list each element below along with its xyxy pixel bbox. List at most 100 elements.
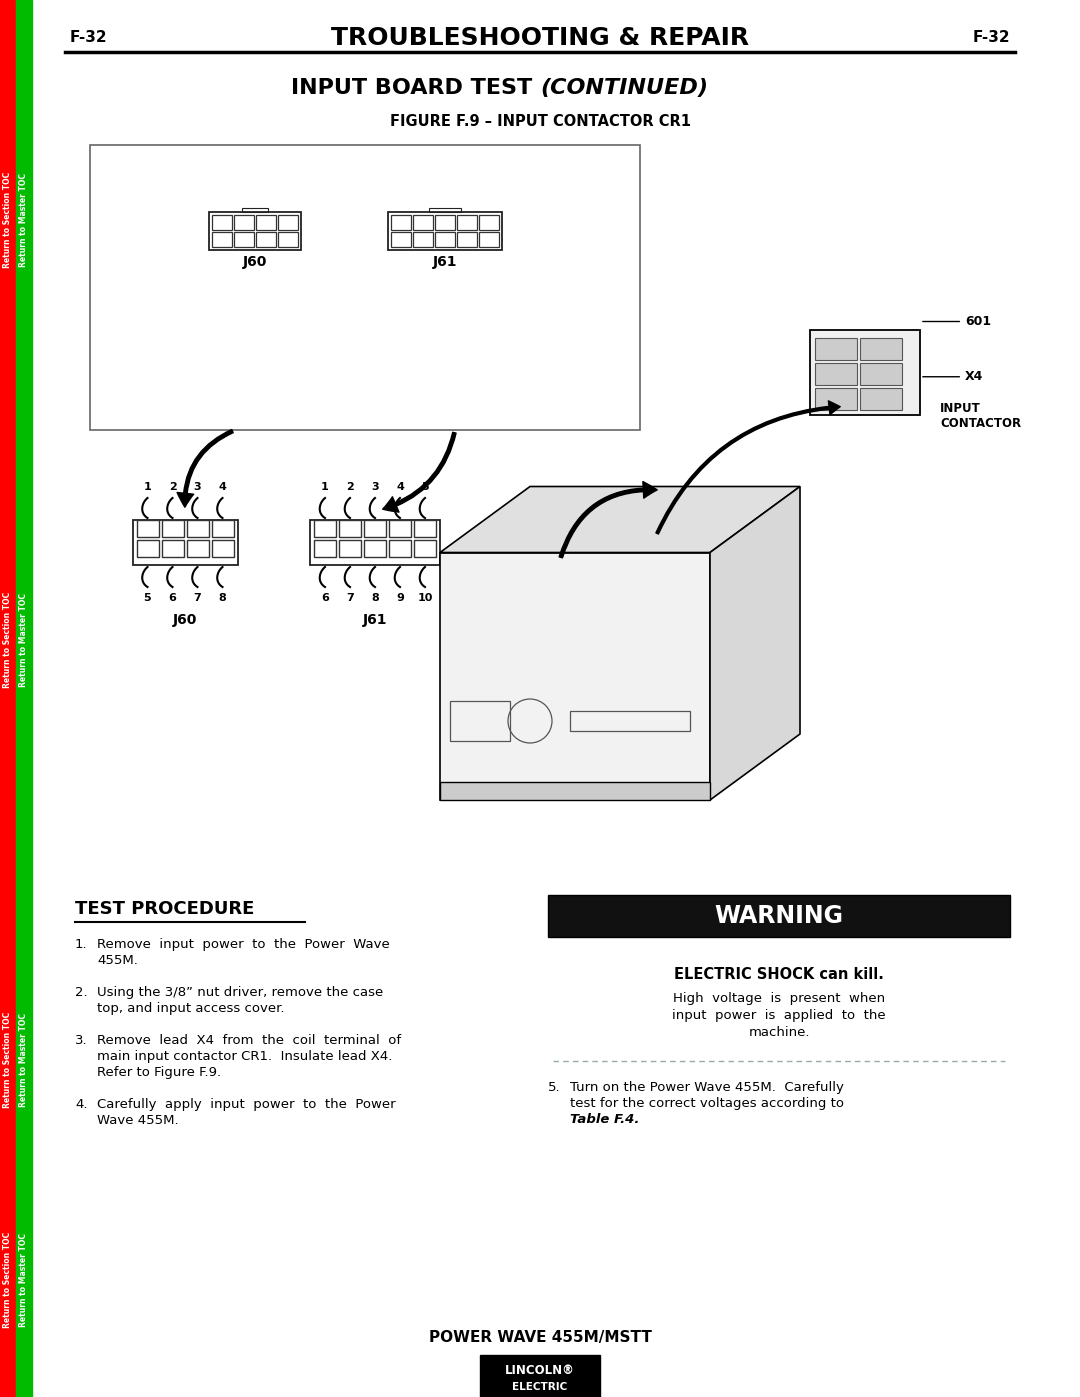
Text: Return to Master TOC: Return to Master TOC (19, 592, 28, 687)
Text: 8: 8 (372, 592, 379, 604)
Text: F-32: F-32 (972, 31, 1010, 46)
Bar (212, 541, 233, 557)
Text: X4: X4 (922, 370, 984, 383)
Bar (364, 541, 386, 557)
Bar (429, 208, 461, 212)
Text: 2: 2 (346, 482, 354, 492)
Text: 2.: 2. (75, 986, 87, 999)
Bar (413, 232, 433, 247)
Bar (278, 232, 298, 247)
Text: Wave 455M.: Wave 455M. (97, 1113, 178, 1127)
Text: INPUT BOARD TEST: INPUT BOARD TEST (291, 78, 540, 98)
Bar (90, 145, 640, 430)
Bar (435, 232, 455, 247)
Text: 5: 5 (144, 592, 151, 604)
Text: 7: 7 (346, 592, 354, 604)
Bar (815, 388, 858, 409)
Bar (210, 212, 301, 250)
Text: 5: 5 (421, 482, 429, 492)
Text: test for the correct voltages according to: test for the correct voltages according … (570, 1097, 843, 1111)
Bar (339, 520, 361, 536)
Bar (0, 0, 16, 1397)
Text: 3: 3 (372, 482, 379, 492)
Text: 1: 1 (144, 482, 151, 492)
Text: 8: 8 (218, 592, 227, 604)
Bar (810, 330, 920, 415)
Text: Refer to Figure F.9.: Refer to Figure F.9. (97, 1066, 221, 1078)
Text: 3: 3 (193, 482, 201, 492)
Text: Return to Master TOC: Return to Master TOC (19, 173, 28, 267)
Bar (136, 541, 159, 557)
Bar (212, 520, 233, 536)
Text: Remove  input  power  to  the  Power  Wave: Remove input power to the Power Wave (97, 937, 390, 951)
Bar (234, 215, 254, 231)
Bar (435, 215, 455, 231)
Bar (548, 895, 1010, 937)
Text: Return to Master TOC: Return to Master TOC (19, 1234, 28, 1327)
Text: Remove  lead  X4  from  the  coil  terminal  of: Remove lead X4 from the coil terminal of (97, 1034, 401, 1046)
Text: 1.: 1. (75, 937, 87, 951)
Bar (162, 520, 184, 536)
Polygon shape (440, 552, 710, 800)
Bar (256, 232, 276, 247)
Text: 9: 9 (396, 592, 404, 604)
Text: Carefully  apply  input  power  to  the  Power: Carefully apply input power to the Power (97, 1098, 395, 1111)
Text: Return to Section TOC: Return to Section TOC (3, 1232, 13, 1329)
Text: Using the 3/8” nut driver, remove the case: Using the 3/8” nut driver, remove the ca… (97, 986, 383, 999)
Bar (388, 212, 502, 250)
Text: 7: 7 (193, 592, 201, 604)
Bar (480, 232, 499, 247)
Bar (450, 701, 510, 740)
Text: 3.: 3. (75, 1034, 87, 1046)
Text: 2: 2 (168, 482, 176, 492)
Bar (860, 338, 902, 360)
Text: Table F.4.: Table F.4. (570, 1113, 639, 1126)
Text: 1: 1 (321, 482, 329, 492)
Bar (16, 0, 32, 1397)
FancyArrowPatch shape (656, 401, 840, 534)
Text: INPUT
CONTACTOR: INPUT CONTACTOR (940, 402, 1021, 430)
Bar (187, 520, 208, 536)
Bar (815, 363, 858, 386)
Bar (480, 215, 499, 231)
Bar (480, 1355, 600, 1397)
Text: ELECTRIC SHOCK can kill.: ELECTRIC SHOCK can kill. (674, 967, 883, 982)
Bar (815, 338, 858, 360)
Bar (414, 541, 436, 557)
Bar (440, 782, 710, 800)
Bar (860, 388, 902, 409)
Bar (860, 363, 902, 386)
Text: (CONTINUED): (CONTINUED) (540, 78, 708, 98)
Text: POWER WAVE 455M/MSTT: POWER WAVE 455M/MSTT (429, 1330, 651, 1345)
Text: J60: J60 (173, 613, 198, 627)
Text: WARNING: WARNING (715, 904, 843, 928)
Bar (133, 520, 238, 564)
Text: High  voltage  is  present  when: High voltage is present when (673, 992, 886, 1004)
Text: 455M.: 455M. (97, 954, 138, 967)
Text: Turn on the Power Wave 455M.  Carefully: Turn on the Power Wave 455M. Carefully (570, 1081, 843, 1094)
Bar (389, 541, 411, 557)
Bar (570, 711, 690, 731)
Bar (414, 520, 436, 536)
Bar (314, 541, 336, 557)
Bar (314, 520, 336, 536)
Text: Return to Section TOC: Return to Section TOC (3, 1011, 13, 1108)
Text: 10: 10 (417, 592, 433, 604)
Text: FIGURE F.9 – INPUT CONTACTOR CR1: FIGURE F.9 – INPUT CONTACTOR CR1 (390, 115, 690, 130)
Bar (391, 215, 411, 231)
Bar (413, 215, 433, 231)
Bar (136, 520, 159, 536)
Bar (256, 215, 276, 231)
Text: input  power  is  applied  to  the: input power is applied to the (672, 1009, 886, 1023)
Bar (242, 208, 268, 212)
Bar (212, 215, 232, 231)
Text: J60: J60 (243, 256, 267, 270)
Bar (457, 215, 477, 231)
Polygon shape (440, 486, 800, 552)
Bar (234, 232, 254, 247)
Text: 4: 4 (218, 482, 227, 492)
Text: J61: J61 (363, 613, 388, 627)
Text: LINCOLN®: LINCOLN® (505, 1363, 575, 1377)
Text: machine.: machine. (748, 1025, 810, 1039)
FancyArrowPatch shape (559, 482, 658, 557)
